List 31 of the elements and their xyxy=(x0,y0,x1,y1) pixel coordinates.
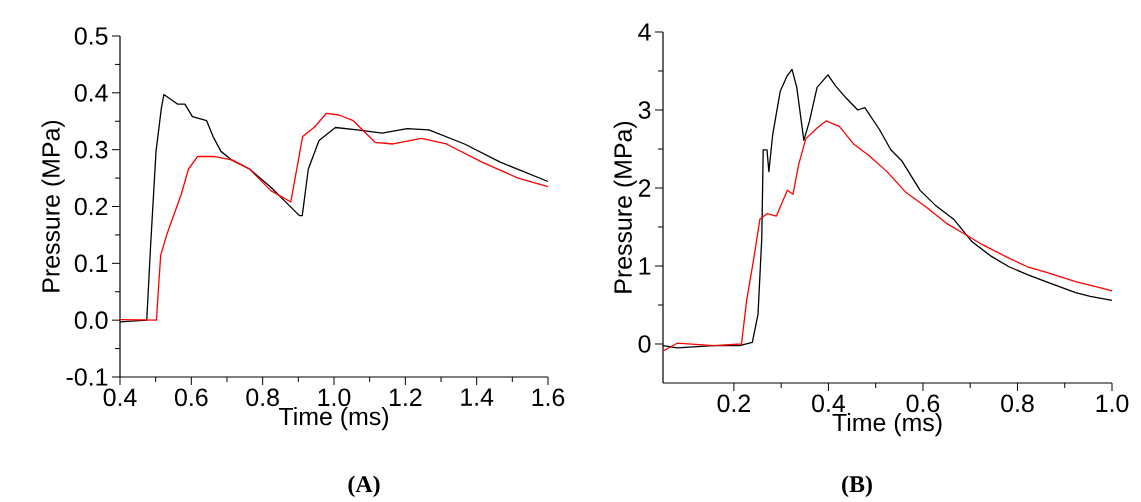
y-tick-label: 0.0 xyxy=(74,311,108,329)
y-tick-label: 2 xyxy=(638,179,651,197)
y-tick-label: 3 xyxy=(638,101,651,119)
y-tick-label: 0.5 xyxy=(74,27,108,45)
x-tick-label: 0.4 xyxy=(103,388,137,407)
x-tick-label: 0.6 xyxy=(906,394,940,413)
y-tick-label: -0.1 xyxy=(66,368,108,386)
x-tick-label: 0.6 xyxy=(174,388,208,407)
x-tick-label: 1.0 xyxy=(318,388,351,407)
x-axis-title: Time (ms) xyxy=(832,412,942,437)
y-tick-label: 0.1 xyxy=(74,254,108,273)
x-tick-label: 0.8 xyxy=(1001,394,1034,413)
x-tick-label: 1.4 xyxy=(461,388,494,406)
y-tick-label: 0 xyxy=(638,335,651,353)
x-tick-label: 1.2 xyxy=(389,388,422,406)
x-tick-label: 0.2 xyxy=(717,394,750,413)
text: (A) xyxy=(348,475,380,498)
line-series xyxy=(662,120,1113,352)
y-tick-label: 1 xyxy=(639,257,651,275)
x-tick-label: 0.8 xyxy=(246,388,279,407)
y-tick-label: 4 xyxy=(638,23,651,41)
y-tick-label: 0.4 xyxy=(74,84,108,102)
x-axis-title: Time (ms) xyxy=(279,406,388,431)
x-tick-label: 1.6 xyxy=(532,388,565,407)
text: (B) xyxy=(842,475,872,498)
y-axis-title: Pressure (MPa) xyxy=(613,121,637,293)
y-axis-title: Pressure (MPa) xyxy=(41,120,65,292)
y-tick-label: 0.3 xyxy=(74,140,108,159)
x-tick-label: 1.0 xyxy=(1096,394,1129,413)
y-tick-label: 0.2 xyxy=(74,197,108,216)
x-tick-label: 0.4 xyxy=(812,394,846,413)
